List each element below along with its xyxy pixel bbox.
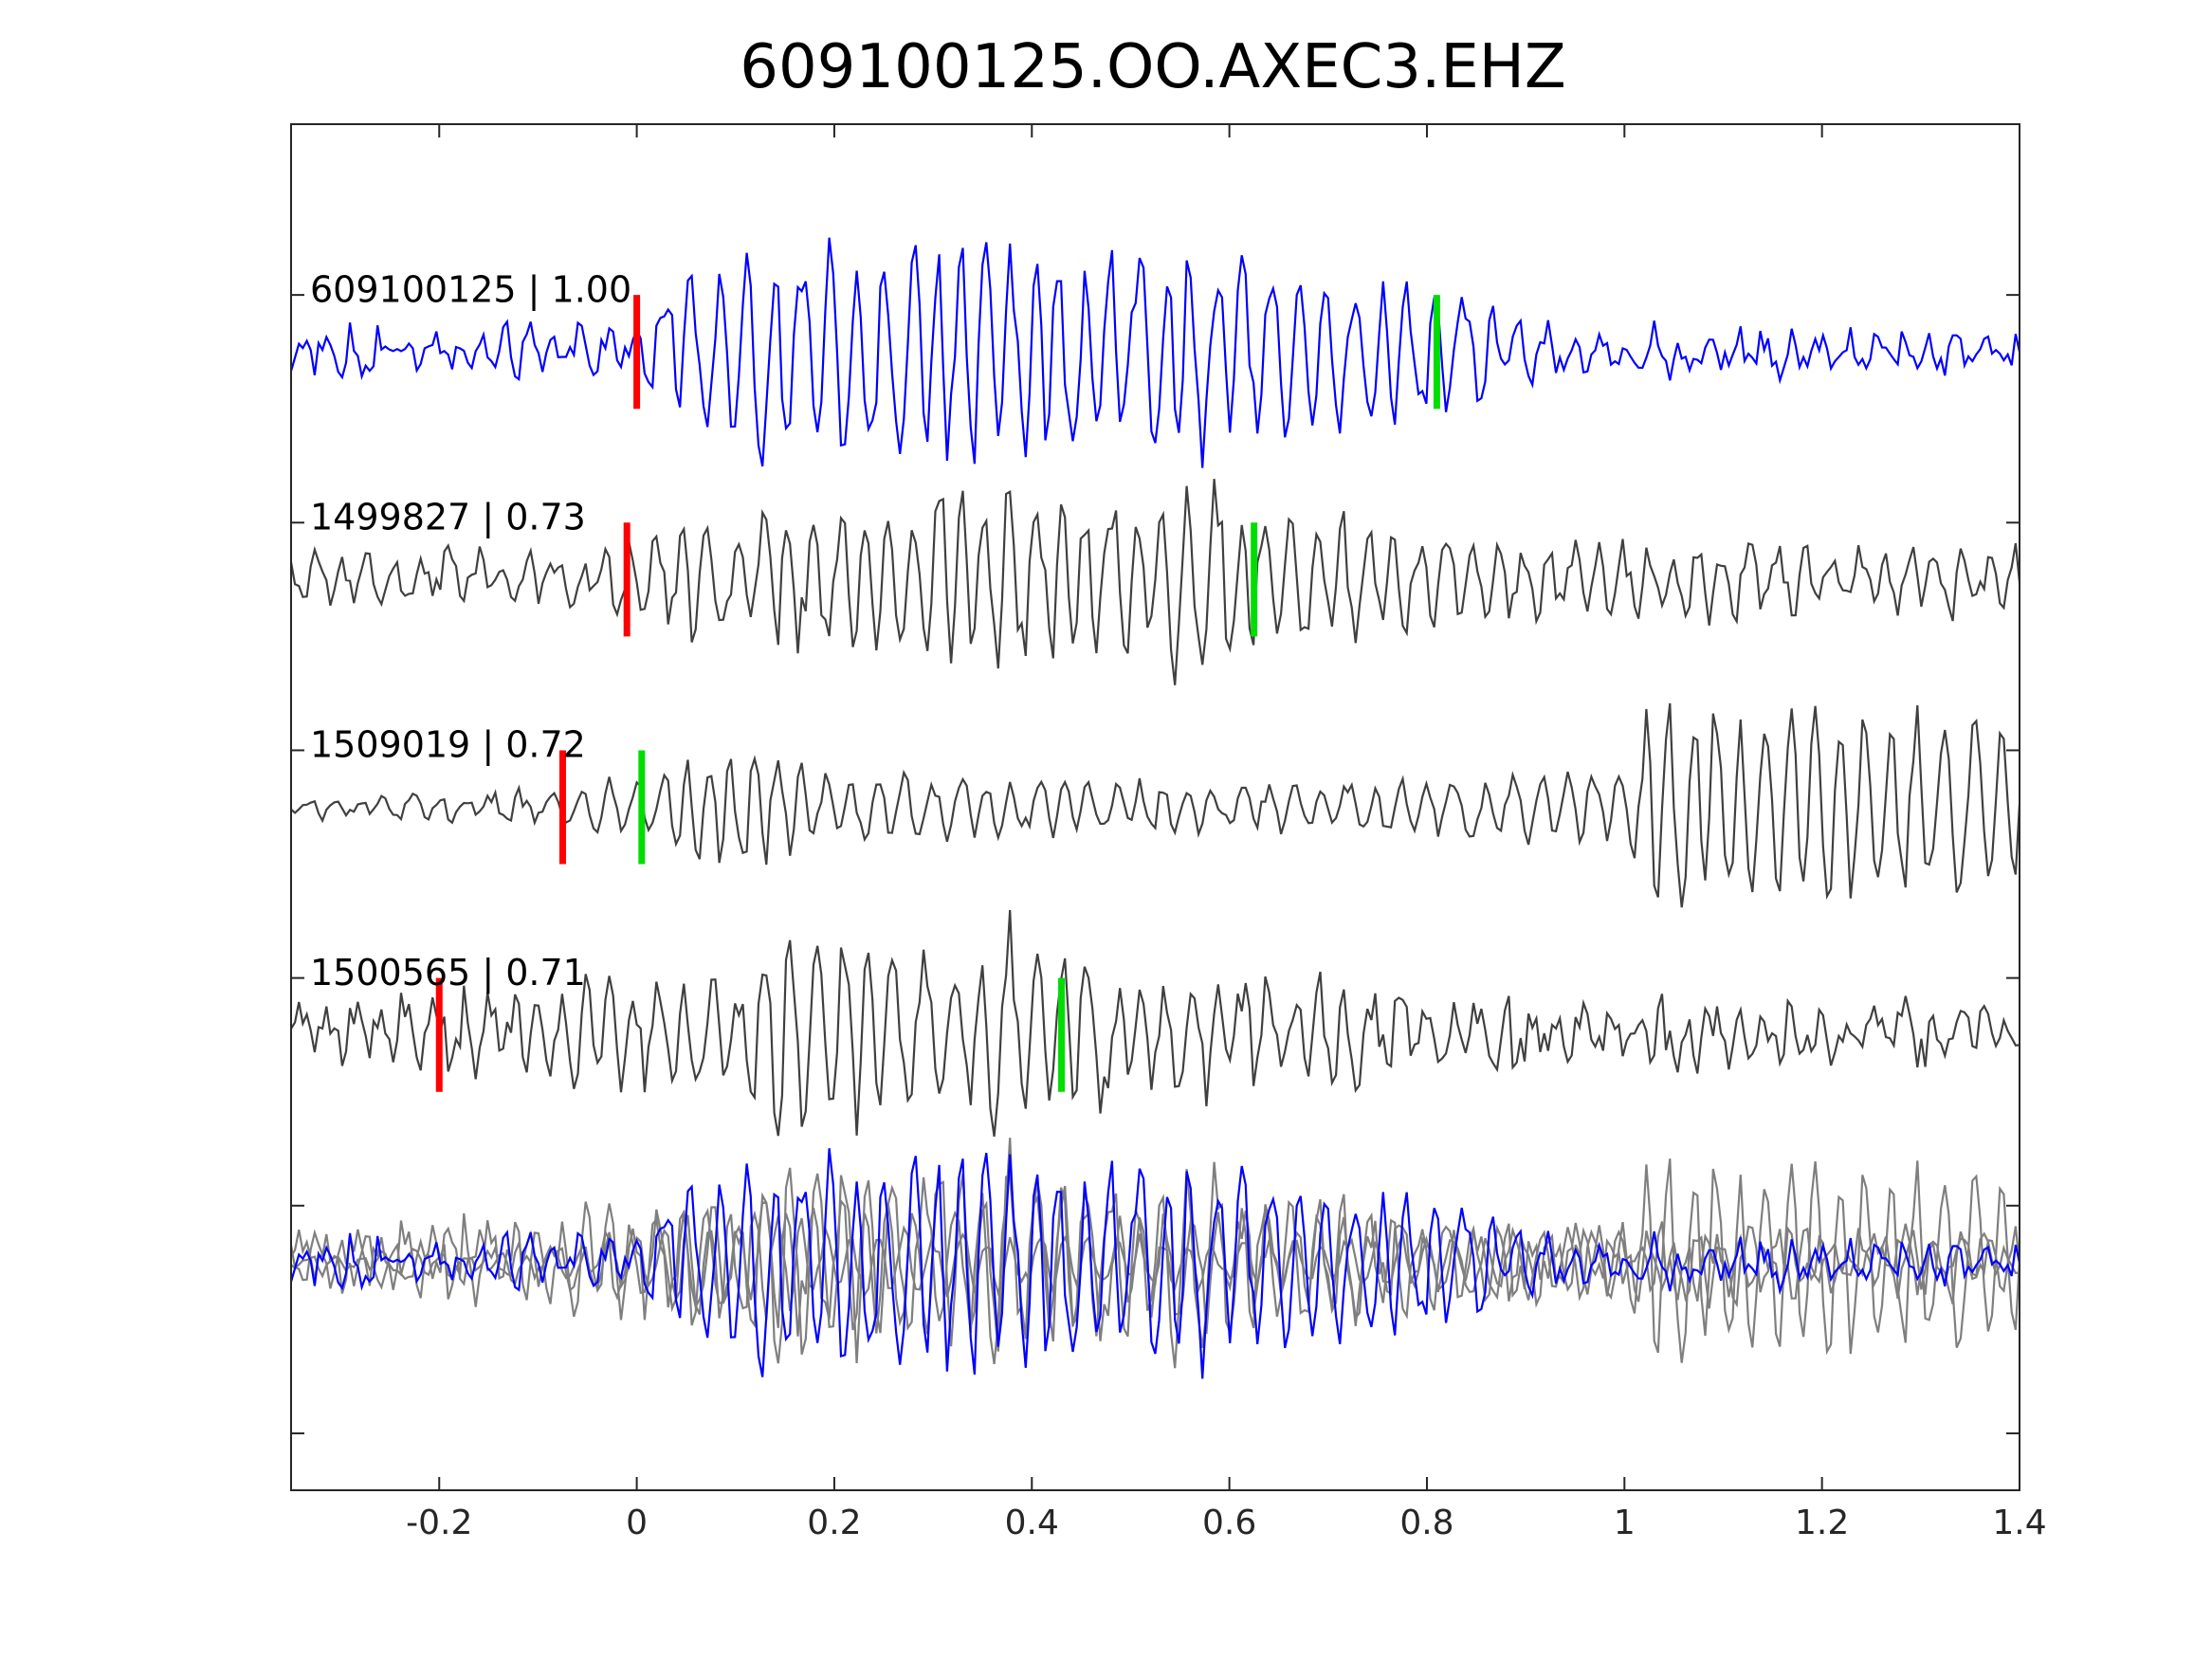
axes-frame — [290, 123, 2020, 1491]
x-tick-label: 1 — [1614, 1504, 1636, 1542]
x-tick-label: -0.2 — [406, 1504, 472, 1542]
trace-label-4: 1500565 | 0.71 — [310, 952, 586, 994]
trace-labels-layer: 609100125 | 1.00 1499827 | 0.73 1509019 | … — [310, 268, 631, 994]
trace-line-3 — [290, 702, 2021, 908]
x-tick-label: 0.2 — [807, 1504, 861, 1542]
trace-label-3: 1509019 | 0.72 — [310, 724, 586, 767]
x-tick-label: 0.6 — [1202, 1504, 1256, 1542]
x-tick-label: 0 — [626, 1504, 648, 1542]
ticks-layer: -0.2 0 0.2 0.4 0.6 0.8 1 1.2 1.4 — [291, 124, 2047, 1542]
picks-layer — [435, 295, 1440, 1092]
x-tick-label: 1.2 — [1795, 1504, 1849, 1542]
trace-label-1: 609100125 | 1.00 — [310, 268, 631, 311]
chart-title: 609100125.OO.AXEC3.EHZ — [740, 32, 1566, 102]
x-tick-label: 0.8 — [1399, 1504, 1453, 1542]
plot-area: 609100125 | 1.00 1499827 | 0.73 1509019 | … — [289, 123, 2047, 1542]
trace-line-2 — [289, 479, 2021, 685]
trace-label-2: 1499827 | 0.73 — [310, 496, 586, 538]
x-tick-label: 0.4 — [1005, 1504, 1059, 1542]
overlay-trace-line-4 — [290, 1138, 2020, 1365]
trace-line-1 — [289, 237, 2021, 468]
x-tick-label: 1.4 — [1992, 1504, 2046, 1542]
traces-layer — [289, 237, 2021, 1137]
overlay-layer — [289, 1138, 2021, 1379]
trace-line-4 — [290, 909, 2020, 1137]
overlay-trace-line-1 — [289, 1148, 2021, 1379]
